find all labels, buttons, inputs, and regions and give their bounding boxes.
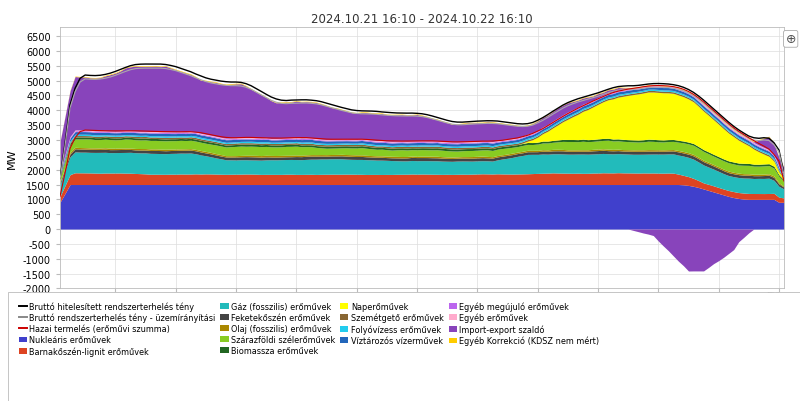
FancyBboxPatch shape xyxy=(8,293,800,401)
Legend: Bruttó hitelesített rendszerterhelés tény, Bruttó rendszerterhelés tény - üzemír: Bruttó hitelesített rendszerterhelés tén… xyxy=(16,299,602,358)
Y-axis label: MW: MW xyxy=(7,148,18,169)
Text: ⊕: ⊕ xyxy=(786,33,796,46)
Text: Előr: Előr xyxy=(766,291,784,300)
Title: 2024.10.21 16:10 - 2024.10.22 16:10: 2024.10.21 16:10 - 2024.10.22 16:10 xyxy=(311,12,533,26)
